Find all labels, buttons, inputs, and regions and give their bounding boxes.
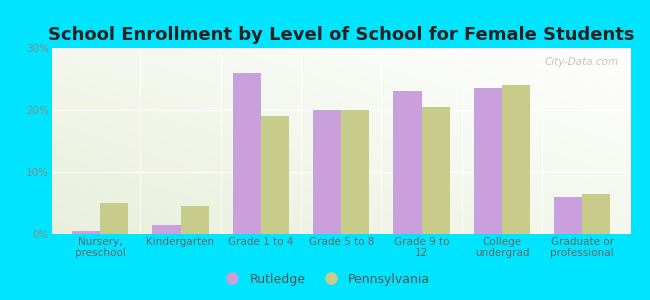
- Bar: [153, 225, 181, 234]
- Bar: [341, 110, 369, 234]
- Title: School Enrollment by Level of School for Female Students: School Enrollment by Level of School for…: [48, 26, 634, 44]
- Bar: [181, 206, 209, 234]
- Bar: [422, 107, 450, 234]
- Bar: [313, 110, 341, 234]
- Bar: [554, 197, 582, 234]
- Legend: Rutledge, Pennsylvania: Rutledge, Pennsylvania: [214, 268, 436, 291]
- Bar: [100, 203, 128, 234]
- Bar: [72, 231, 100, 234]
- Bar: [261, 116, 289, 234]
- Bar: [474, 88, 502, 234]
- Bar: [502, 85, 530, 234]
- Bar: [393, 92, 422, 234]
- Bar: [233, 73, 261, 234]
- Text: City-Data.com: City-Data.com: [545, 57, 619, 67]
- Bar: [582, 194, 610, 234]
